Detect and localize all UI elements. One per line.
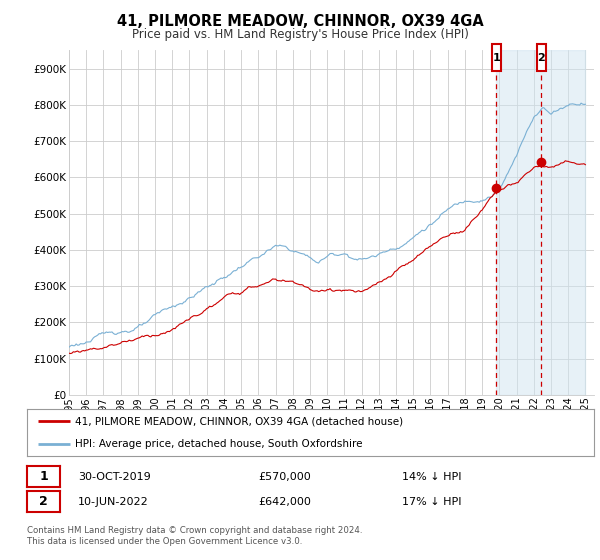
Text: 2: 2 (538, 53, 545, 63)
Text: 10-JUN-2022: 10-JUN-2022 (78, 497, 149, 507)
Text: £642,000: £642,000 (258, 497, 311, 507)
Text: Contains HM Land Registry data © Crown copyright and database right 2024.
This d: Contains HM Land Registry data © Crown c… (27, 526, 362, 546)
Text: 41, PILMORE MEADOW, CHINNOR, OX39 4GA (detached house): 41, PILMORE MEADOW, CHINNOR, OX39 4GA (d… (75, 416, 403, 426)
Text: 17% ↓ HPI: 17% ↓ HPI (402, 497, 461, 507)
Text: 1: 1 (493, 53, 500, 63)
Text: 14% ↓ HPI: 14% ↓ HPI (402, 472, 461, 482)
Text: HPI: Average price, detached house, South Oxfordshire: HPI: Average price, detached house, Sout… (75, 439, 362, 449)
Bar (536, 44, 546, 71)
Text: 41, PILMORE MEADOW, CHINNOR, OX39 4GA: 41, PILMORE MEADOW, CHINNOR, OX39 4GA (116, 14, 484, 29)
Bar (491, 44, 501, 71)
Text: £570,000: £570,000 (258, 472, 311, 482)
Text: 2: 2 (39, 495, 48, 508)
Text: Price paid vs. HM Land Registry's House Price Index (HPI): Price paid vs. HM Land Registry's House … (131, 28, 469, 41)
Text: 30-OCT-2019: 30-OCT-2019 (78, 472, 151, 482)
Text: 1: 1 (39, 470, 48, 483)
